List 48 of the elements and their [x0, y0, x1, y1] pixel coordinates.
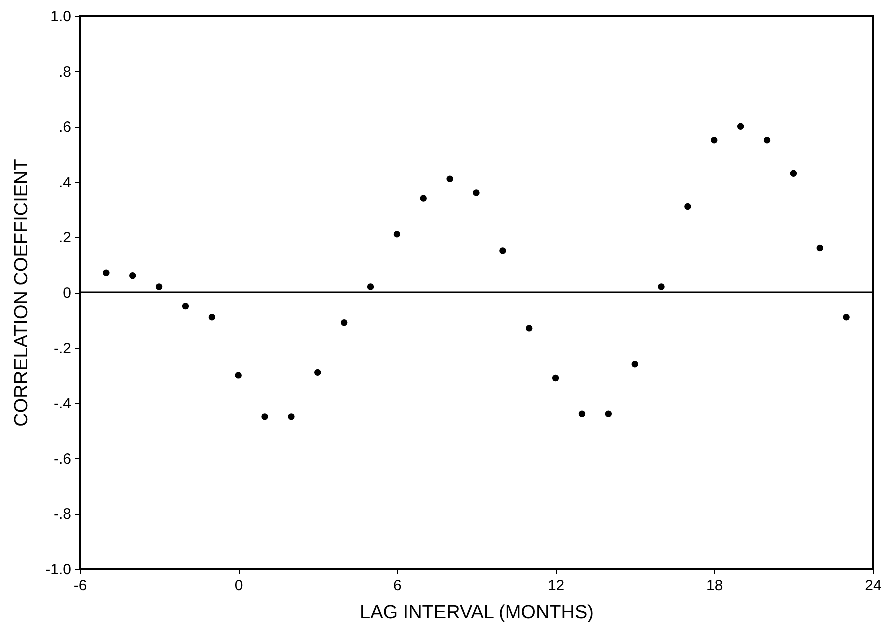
y-tick-label: -.4 [54, 396, 72, 413]
y-tick-label: -1.0 [46, 562, 72, 578]
point [182, 302, 190, 310]
y-tick-label: .2 [58, 230, 72, 247]
point [314, 369, 322, 376]
point [473, 190, 480, 196]
x-axis-title: LAG INTERVAL (MONTHS) [360, 602, 594, 624]
point [235, 372, 242, 379]
point [764, 137, 771, 144]
point [103, 270, 110, 276]
point [843, 314, 850, 321]
x-tick-label: 24 [865, 578, 882, 594]
point [711, 137, 718, 144]
x-tick-label: 12 [548, 578, 565, 594]
y-axis-title: CORRELATION COEFFICIENT [12, 158, 33, 427]
point [816, 244, 824, 252]
x-tick-label: 18 [706, 578, 724, 594]
point [367, 284, 374, 290]
point [658, 284, 665, 290]
point [605, 410, 612, 418]
y-tick-label: -.6 [54, 450, 72, 468]
point [130, 272, 136, 280]
point [632, 361, 638, 368]
point [420, 195, 427, 202]
point [340, 320, 348, 326]
point [684, 203, 692, 210]
point [208, 314, 216, 321]
point [552, 374, 560, 382]
y-tick-label: -.8 [54, 506, 72, 524]
y-tick-label: .6 [58, 119, 72, 136]
point [156, 284, 163, 290]
point [394, 231, 401, 238]
y-tick-label: .8 [58, 64, 72, 81]
point [578, 410, 586, 418]
point [790, 170, 798, 177]
point [500, 248, 506, 254]
x-tick-label: -6 [74, 578, 88, 594]
y-tick-label: 1.0 [50, 8, 72, 26]
point [288, 414, 295, 420]
y-tick-label: -.2 [54, 340, 72, 358]
point [262, 414, 268, 420]
x-tick-label: 0 [234, 578, 244, 594]
point [737, 123, 744, 130]
y-tick-label: .4 [58, 174, 72, 192]
point [526, 325, 533, 332]
point [446, 176, 454, 182]
x-tick-label: 6 [394, 578, 402, 594]
y-tick-label: 0 [63, 285, 72, 302]
